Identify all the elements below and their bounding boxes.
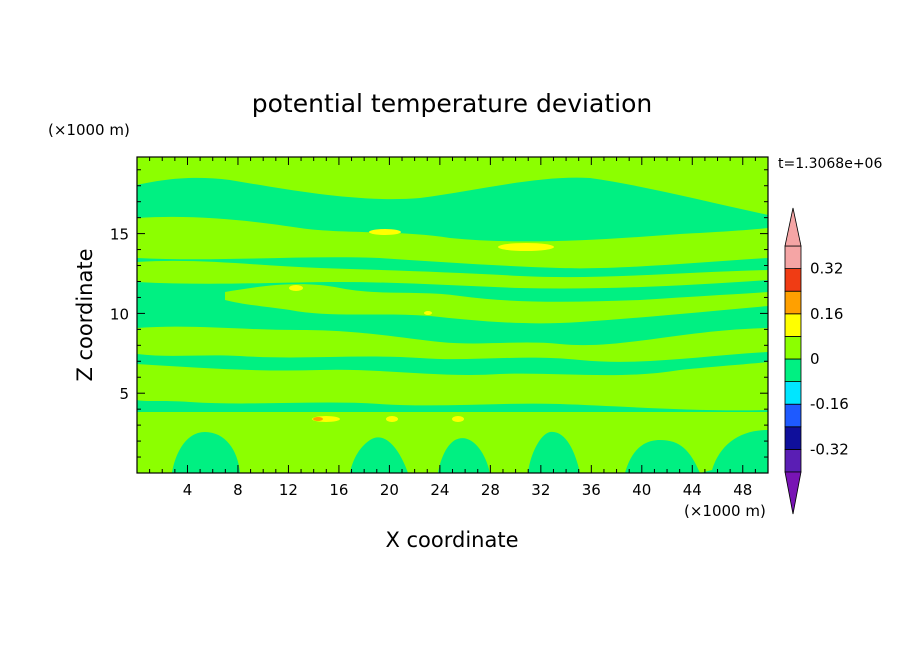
colorbar-label: 0.32 — [810, 260, 843, 278]
colorbar-swatch — [784, 335, 802, 360]
y-tick-label: 5 — [119, 385, 129, 403]
y-tick-label: 10 — [110, 305, 129, 323]
colorbar-swatch — [784, 268, 802, 292]
strong-spot — [313, 417, 323, 421]
x-ticks: 4 8 12 16 20 24 28 32 36 40 44 48 — [149, 157, 756, 499]
positive-spot — [424, 311, 432, 315]
colorbar-swatch — [784, 381, 802, 405]
y-unit-label: (×1000 m) — [48, 121, 130, 139]
positive-spot — [452, 416, 464, 422]
time-label: t=1.3068e+06 — [778, 156, 882, 172]
x-tick-label: 24 — [430, 481, 449, 499]
colorbar-swatch — [784, 403, 802, 428]
positive-band — [137, 412, 768, 473]
colorbar-swatch — [784, 290, 802, 315]
positive-band — [225, 284, 768, 324]
x-tick-label: 44 — [683, 481, 702, 499]
chart-title: potential temperature deviation — [252, 89, 652, 118]
colorbar-swatch — [784, 313, 802, 337]
x-unit-label: (×1000 m) — [684, 502, 766, 520]
x-tick-label: 20 — [380, 481, 399, 499]
colorbar-label: 0 — [810, 350, 820, 368]
x-tick-label: 32 — [531, 481, 550, 499]
colorbar-under-triangle — [784, 471, 802, 515]
positive-band — [137, 260, 768, 289]
colorbar-label: -0.16 — [810, 395, 849, 413]
x-tick-label: 12 — [279, 481, 298, 499]
positive-band — [137, 157, 768, 215]
x-tick-label: 8 — [233, 481, 243, 499]
x-tick-label: 40 — [632, 481, 651, 499]
positive-band — [137, 326, 768, 362]
x-tick-label: 36 — [582, 481, 601, 499]
colorbar: 0.32 0.16 0 -0.16 -0.32 — [784, 207, 849, 515]
colorbar-swatch — [784, 358, 802, 383]
x-tick-label: 4 — [183, 481, 193, 499]
colorbar-swatch — [784, 448, 802, 473]
positive-band — [137, 362, 768, 411]
y-axis-label: Z coordinate — [73, 248, 97, 381]
colorbar-label: -0.32 — [810, 440, 849, 458]
y-ticks: 5 10 15 — [110, 169, 768, 458]
x-tick-label: 48 — [733, 481, 752, 499]
colorbar-over-triangle — [784, 207, 802, 247]
contour-fill — [137, 157, 768, 473]
y-tick-label: 15 — [110, 226, 129, 244]
positive-spot — [498, 243, 554, 251]
colorbar-swatch — [784, 426, 802, 450]
positive-spot — [369, 229, 401, 235]
positive-spot — [386, 416, 398, 422]
x-axis-label: X coordinate — [385, 528, 518, 552]
positive-band — [137, 216, 768, 269]
colorbar-swatch — [784, 245, 802, 270]
x-tick-label: 28 — [481, 481, 500, 499]
colorbar-label: 0.16 — [810, 305, 843, 323]
positive-spot — [289, 285, 303, 291]
x-tick-label: 16 — [329, 481, 348, 499]
